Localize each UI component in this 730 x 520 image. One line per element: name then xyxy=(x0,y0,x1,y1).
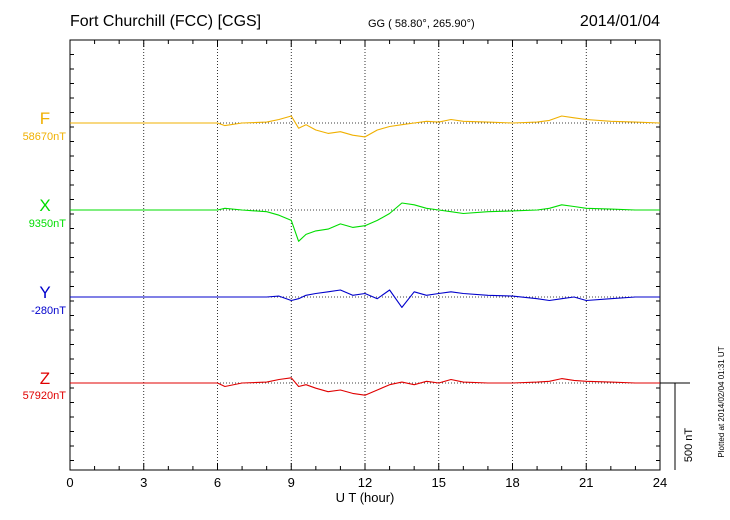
x-tick-label: 15 xyxy=(432,475,446,490)
x-tick-label: 6 xyxy=(214,475,221,490)
x-axis-title: U T (hour) xyxy=(336,490,395,505)
series-labels: F 58670nT X 9350nT Y -280nT Z 57920nT xyxy=(23,109,67,402)
x-tick-label: 21 xyxy=(579,475,593,490)
series-baseline-label-y: -280nT xyxy=(31,305,66,317)
grid-lines xyxy=(143,40,587,470)
x-tick-label: 12 xyxy=(358,475,372,490)
series-line-x xyxy=(70,202,660,242)
axis-ticks xyxy=(69,40,661,470)
series-line-z xyxy=(70,377,660,396)
scale-bar: 500 nT xyxy=(660,382,695,470)
x-tick-label: 9 xyxy=(288,475,295,490)
x-tick-label: 24 xyxy=(653,475,667,490)
x-tick-label: 3 xyxy=(140,475,147,490)
series-line-y xyxy=(70,289,660,308)
station-title: Fort Churchill (FCC) [CGS] xyxy=(70,13,261,30)
series-baseline-label-x: 9350nT xyxy=(29,218,67,230)
series-name-y: Y xyxy=(39,283,50,302)
x-tick-labels: 0 3 6 9 12 15 18 21 24 xyxy=(66,475,667,490)
series-baseline-label-z: 57920nT xyxy=(23,390,67,402)
series-line-f xyxy=(70,115,661,138)
chart-date: 2014/01/04 xyxy=(580,13,660,30)
x-tick-label: 18 xyxy=(505,475,519,490)
series-name-z: Z xyxy=(40,369,50,388)
plot-frame xyxy=(69,39,661,471)
series-name-x: X xyxy=(39,196,50,215)
series-name-f: F xyxy=(40,109,50,128)
scale-bar-label: 500 nT xyxy=(683,428,695,463)
series-group xyxy=(70,115,661,396)
series-baseline-label-f: 58670nT xyxy=(23,131,67,143)
station-coordinates: GG ( 58.80°, 265.90°) xyxy=(368,18,475,30)
x-tick-label: 0 xyxy=(66,475,73,490)
plotted-timestamp: Plotted at 2014/02/04 01:31 UT xyxy=(717,346,726,457)
